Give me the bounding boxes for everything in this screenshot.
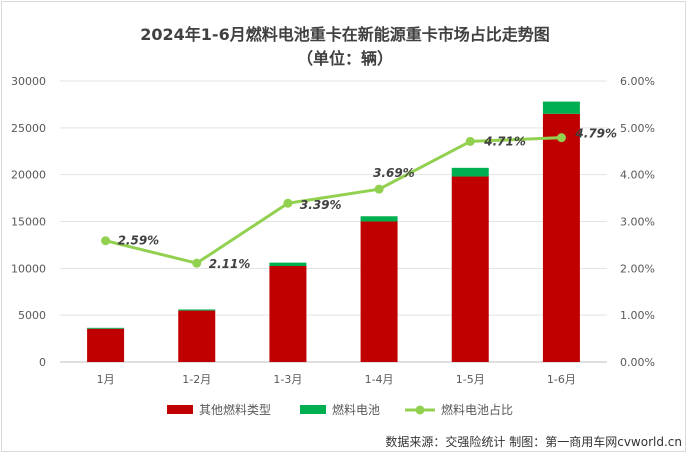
category-label: 1-4月 <box>365 373 394 386</box>
bar-other-fuel <box>87 328 125 362</box>
bar-other-fuel <box>360 221 398 362</box>
bar-fuel-cell <box>269 262 307 266</box>
right-tick-label: 2.00% <box>620 262 655 275</box>
left-tick-label: 15000 <box>11 216 46 229</box>
right-axis-ticks: 0.00% 1.00% 2.00% 3.00% 4.00% 5.00% 6.00% <box>620 75 655 369</box>
left-tick-label: 30000 <box>11 75 46 88</box>
share-data-label: 4.79% <box>574 127 617 141</box>
bar-other-fuel <box>269 265 307 362</box>
left-tick-label: 10000 <box>11 262 46 275</box>
legend-label: 其他燃料类型 <box>199 402 271 417</box>
legend-swatch <box>167 405 193 414</box>
share-point <box>465 136 475 146</box>
share-point <box>374 184 384 194</box>
right-tick-label: 5.00% <box>620 122 655 135</box>
chart-title: 2024年1-6月燃料电池重卡在新能源重卡市场占比走势图 <box>140 25 549 44</box>
share-data-label: 2.11% <box>209 257 251 271</box>
share-line: 2.59% 2.11% 3.39% 3.69% 4.71% 4.79% <box>101 127 617 271</box>
bar-other-fuel <box>451 176 489 362</box>
legend-marker <box>415 405 425 415</box>
category-label: 1-3月 <box>273 373 302 386</box>
bar-fuel-cell <box>451 167 489 177</box>
share-data-label: 4.71% <box>483 134 526 148</box>
share-point <box>556 133 566 143</box>
legend: 其他燃料类型 燃料电池 燃料电池占比 <box>167 402 513 417</box>
right-tick-label: 1.00% <box>620 309 655 322</box>
bar-other-fuel <box>542 113 580 363</box>
left-tick-label: 0 <box>39 356 46 369</box>
left-tick-label: 20000 <box>11 169 46 182</box>
bar-fuel-cell <box>360 216 398 222</box>
right-tick-label: 4.00% <box>620 169 655 182</box>
bar-fuel-cell <box>87 327 125 329</box>
chart-subtitle: （单位：辆） <box>297 49 393 68</box>
legend-swatch <box>300 405 326 414</box>
left-tick-label: 5000 <box>18 309 46 322</box>
share-point <box>101 236 111 246</box>
share-data-label: 2.59% <box>118 234 160 248</box>
right-tick-label: 6.00% <box>620 75 655 88</box>
legend-label: 燃料电池占比 <box>441 402 513 417</box>
bar-fuel-cell <box>542 101 580 114</box>
share-data-label: 3.39% <box>300 198 342 212</box>
bar-other-fuel <box>178 310 216 362</box>
category-labels: 1月 1-2月 1-3月 1-4月 1-5月 1-6月 <box>97 373 576 386</box>
share-line-path <box>105 136 562 265</box>
bars <box>87 101 580 363</box>
share-point <box>192 258 202 268</box>
category-label: 1-2月 <box>182 373 211 386</box>
category-label: 1-5月 <box>456 373 485 386</box>
right-tick-label: 3.00% <box>620 216 655 229</box>
gridlines <box>60 80 607 363</box>
legend-label: 燃料电池 <box>332 402 380 417</box>
bar-fuel-cell <box>178 309 216 311</box>
right-tick-label: 0.00% <box>620 356 655 369</box>
source-note: 数据来源：交强险统计 制图：第一商用车网cvworld.cn <box>385 434 682 449</box>
category-label: 1-6月 <box>547 373 576 386</box>
left-axis-ticks: 0 5000 10000 15000 20000 25000 30000 <box>11 75 46 369</box>
share-data-label: 3.69% <box>373 166 415 180</box>
left-tick-label: 25000 <box>11 122 46 135</box>
share-point <box>283 198 293 208</box>
category-label: 1月 <box>97 373 115 386</box>
